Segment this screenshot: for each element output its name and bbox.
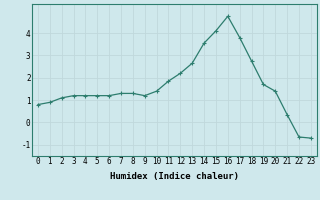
X-axis label: Humidex (Indice chaleur): Humidex (Indice chaleur): [110, 172, 239, 181]
